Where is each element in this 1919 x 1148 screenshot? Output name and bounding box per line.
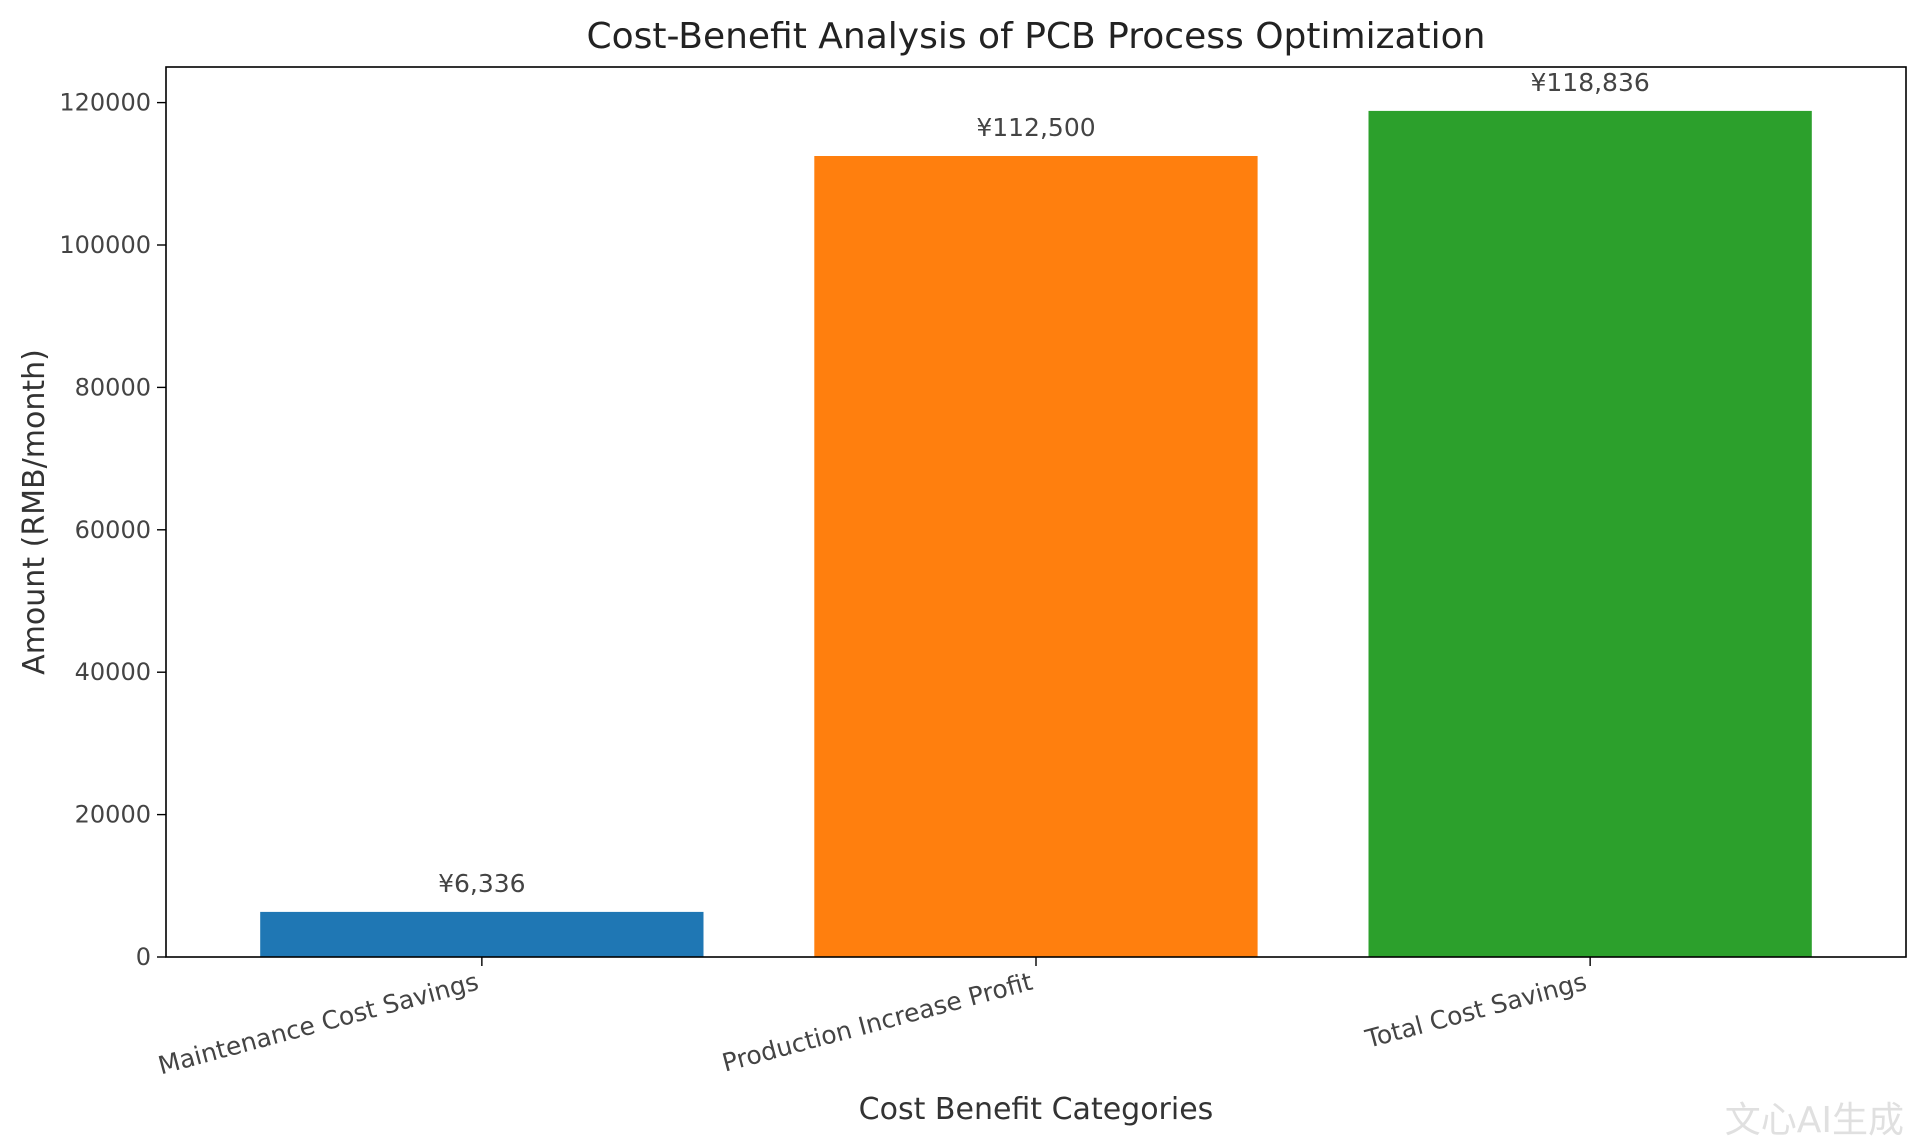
x-axis-label: Cost Benefit Categories bbox=[859, 1092, 1214, 1127]
x-tick-label: Total Cost Savings bbox=[1361, 967, 1589, 1054]
watermark-text: 文心AI生成 bbox=[1725, 1100, 1904, 1141]
data-label: ¥112,500 bbox=[976, 113, 1095, 142]
x-tick-label: Production Increase Profit bbox=[719, 967, 1036, 1078]
y-tick-label: 100000 bbox=[59, 231, 151, 259]
y-tick-label: 40000 bbox=[75, 658, 151, 686]
chart-title: Cost-Benefit Analysis of PCB Process Opt… bbox=[587, 16, 1486, 57]
data-label: ¥6,336 bbox=[438, 869, 525, 898]
bar-3 bbox=[1368, 110, 1812, 957]
bar-2 bbox=[814, 156, 1258, 957]
y-tick-label: 0 bbox=[136, 943, 151, 971]
y-tick-label: 120000 bbox=[59, 89, 151, 117]
y-tick-label: 20000 bbox=[75, 801, 151, 829]
plot-area: 0 20000 40000 60000 80000 100000 120000 Mainten… bbox=[59, 66, 1907, 1080]
y-tick-label: 80000 bbox=[75, 373, 151, 401]
data-label: ¥118,836 bbox=[1530, 68, 1649, 97]
y-tick-label: 60000 bbox=[75, 516, 151, 544]
x-tick-label: Maintenance Cost Savings bbox=[155, 967, 481, 1080]
y-axis-label: Amount (RMB/month) bbox=[17, 349, 52, 675]
bar-1 bbox=[260, 911, 704, 957]
